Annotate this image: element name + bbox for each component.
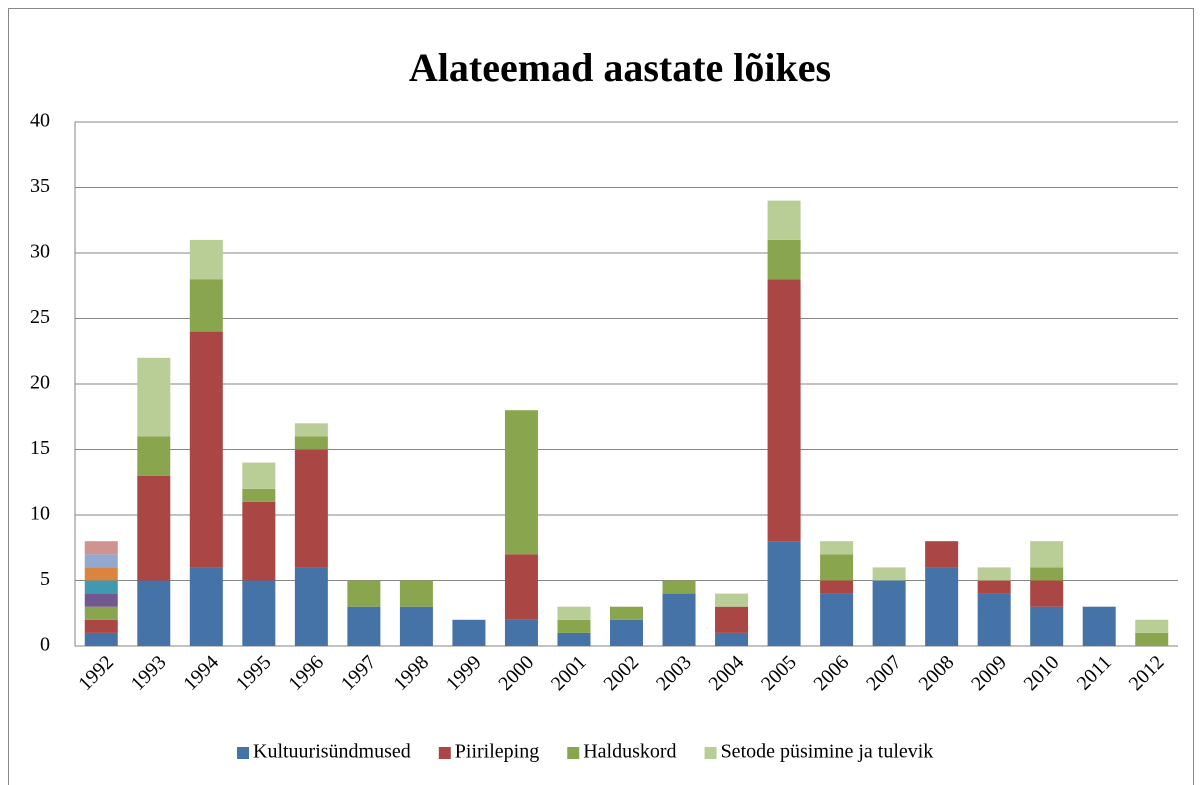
bar-segment [84,606,118,620]
bar-segment [294,436,328,450]
bar-segment [1082,606,1116,646]
y-tick-label: 10 [30,503,50,525]
bar-segment [767,239,801,280]
bar-segment [452,619,486,646]
bar-segment [557,619,591,633]
bar-segment [294,423,328,437]
bar-segment [84,541,118,555]
bar-segment [820,593,854,646]
bar-segment [399,606,433,646]
bar-segment [294,567,328,646]
bar-segment [294,449,328,568]
bar-segment [347,580,381,607]
bar-segment [557,606,591,620]
bar-segment [1030,606,1064,646]
bar-segment [189,239,223,280]
legend-label: Piirileping [455,741,539,763]
bar-segment [84,567,118,581]
bar-segment [1030,541,1064,568]
y-tick-label: 30 [30,241,50,263]
bar-segment [925,567,959,646]
bar-segment [189,279,223,332]
legend-label: Kultuurisündmused [253,741,411,763]
bar-segment [137,436,171,476]
y-tick-label: 20 [30,372,50,394]
bar-segment [399,580,433,607]
y-tick-label: 5 [40,568,50,590]
y-tick-label: 35 [30,175,50,197]
bar-segment [767,541,801,646]
bar-segment [84,580,118,594]
bar-segment [872,580,906,646]
bar-segment [1135,632,1169,646]
bar-segment [662,593,696,646]
bar-segment [820,554,854,581]
bar-segment [820,580,854,594]
bar-segment [1030,580,1064,607]
bar-segment [715,606,749,633]
bar-segment [977,567,1011,581]
chart-title: Alateemad aastate lõikes [409,45,831,90]
bar-segment [977,593,1011,646]
bar-segment [872,567,906,581]
bar-segment [242,580,276,646]
bar-segment [84,554,118,568]
bar-segment [242,501,276,581]
y-tick-label: 40 [30,110,50,132]
bar-segment [504,410,538,555]
legend-marker [237,747,249,759]
bar-segment [189,331,223,568]
y-tick-label: 15 [30,437,50,459]
bar-segment [242,462,276,489]
bar-segment [925,541,959,568]
bar-segment [557,632,591,646]
bar-segment [137,357,171,437]
legend-marker [438,747,451,759]
bar-segment [1030,567,1064,581]
bar-segment [977,580,1011,594]
bar-segment [767,279,801,542]
bar-segment [137,475,171,581]
bar-segment [504,554,538,620]
y-tick-label: 0 [40,634,50,656]
bar-segment [820,541,854,555]
bar-segment [715,632,749,646]
bar-segment [84,619,118,633]
bar-segment [137,580,171,646]
bar-segment [610,619,643,646]
legend-label: Halduskord [583,741,676,763]
legend-marker [567,747,580,759]
bar-segment [610,606,643,620]
bar-segment [715,593,749,607]
y-tick-label: 25 [30,306,50,328]
legend-marker [704,747,717,759]
bar-segment [189,567,223,646]
bar-segment [242,488,276,502]
chart-frame [8,8,1194,785]
bar-segment [84,632,118,646]
bar-segment [767,200,801,240]
bar-segment [84,593,118,607]
bar-segment [504,619,538,646]
legend-label: Setode püsimine ja tulevik [721,741,934,763]
bar-segment [347,606,381,646]
bar-segment [1135,619,1169,633]
bar-segment [662,580,696,594]
